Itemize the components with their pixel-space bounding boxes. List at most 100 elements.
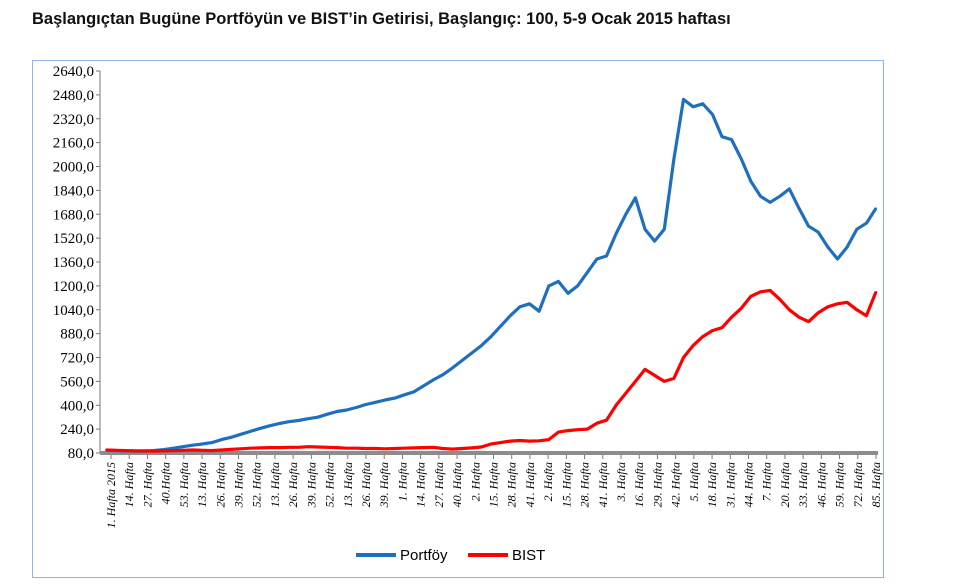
data-point <box>316 446 319 448</box>
x-tick-label: 33. Hafta <box>796 462 810 508</box>
data-point <box>836 302 839 305</box>
data-point <box>191 449 194 451</box>
data-point <box>124 449 127 452</box>
data-point <box>230 448 233 451</box>
data-point <box>875 290 877 293</box>
data-point <box>182 445 184 448</box>
data-point <box>557 431 560 433</box>
data-point <box>711 113 714 116</box>
data-point <box>432 379 435 381</box>
x-tick-label: 2. Hafta <box>468 462 482 501</box>
data-point <box>191 444 194 447</box>
data-point <box>596 422 598 425</box>
data-point <box>663 380 666 383</box>
data-point <box>249 447 252 450</box>
data-point <box>567 429 569 432</box>
data-point <box>422 446 425 449</box>
x-tick-label: 29. Hafta <box>650 462 664 507</box>
x-tick-label: 52. Hafta <box>323 462 337 507</box>
data-point <box>211 449 213 452</box>
data-point <box>403 447 406 450</box>
data-point <box>239 433 242 436</box>
data-point <box>817 231 820 234</box>
data-point <box>365 447 367 450</box>
data-point <box>547 285 550 287</box>
data-point <box>798 316 800 319</box>
y-tick-label: 560,0 <box>60 374 94 390</box>
data-point <box>230 436 233 439</box>
data-point <box>355 447 358 450</box>
data-point <box>750 295 752 298</box>
data-point <box>807 225 810 228</box>
data-point <box>470 352 473 354</box>
data-point <box>499 325 502 328</box>
data-point <box>759 290 762 293</box>
data-point <box>557 280 560 283</box>
x-tick-label: 39. Hafta <box>377 462 391 508</box>
chart-legend: Portföy BIST <box>356 547 545 564</box>
x-tick-label: 14. Hafta <box>414 462 428 507</box>
y-tick-label: 880,0 <box>60 327 94 343</box>
x-tick-label: 46. Hafta <box>814 462 828 507</box>
x-tick-label: 72. Hafta <box>851 462 865 507</box>
x-tick-label: 41. Hafta <box>596 462 610 507</box>
data-point <box>268 446 271 449</box>
x-axis: 1. Hafta 2015 14. Hafta 27. Hafta 40.Hafta 5… <box>100 451 883 528</box>
data-point <box>201 443 204 445</box>
data-point <box>172 449 175 452</box>
x-tick-label: 15. Hafta <box>559 462 573 507</box>
x-tick-label: 26. Hafta <box>286 462 300 507</box>
data-point <box>259 447 261 449</box>
data-point <box>413 447 415 449</box>
data-point <box>499 441 502 444</box>
data-point <box>182 449 184 452</box>
data-point <box>307 417 309 420</box>
data-point <box>827 246 829 249</box>
data-point <box>798 207 800 210</box>
data-point <box>278 446 281 449</box>
data-point <box>673 377 675 380</box>
data-point <box>384 447 386 450</box>
data-point <box>682 98 685 101</box>
data-point <box>143 450 146 452</box>
data-point <box>624 213 627 216</box>
x-tick-label: 44. Hafta <box>742 462 756 507</box>
y-tick-label: 720,0 <box>60 351 94 367</box>
x-tick-label: 14. Hafta <box>122 462 136 507</box>
data-point <box>855 228 858 231</box>
data-point <box>692 344 694 347</box>
data-point <box>586 428 589 430</box>
data-point <box>519 439 521 442</box>
data-point <box>605 419 608 422</box>
y-tick-label: 2640,0 <box>53 64 94 80</box>
data-point <box>220 449 223 451</box>
data-point <box>278 422 281 425</box>
x-tick-label: 20. Hafta <box>778 462 792 507</box>
data-point <box>711 329 714 332</box>
data-point <box>509 440 512 442</box>
data-point <box>268 424 271 427</box>
data-point <box>461 447 463 450</box>
data-point <box>355 406 358 409</box>
data-point <box>596 258 598 260</box>
data-point <box>586 271 589 274</box>
data-point <box>634 196 637 199</box>
chart-frame <box>32 60 884 578</box>
data-point <box>547 438 550 441</box>
x-tick-label: 42. Hafta <box>669 462 683 507</box>
data-point <box>576 428 579 431</box>
data-point <box>721 135 723 138</box>
x-tick-label: 40. Hafta <box>450 462 464 507</box>
data-point <box>528 440 531 442</box>
data-point <box>538 310 540 313</box>
data-point <box>432 446 435 449</box>
data-point <box>855 308 858 311</box>
y-tick-label: 400,0 <box>60 398 94 414</box>
data-point <box>740 158 743 160</box>
data-point <box>673 158 675 160</box>
data-point <box>788 188 791 190</box>
data-point <box>701 102 704 105</box>
data-point <box>663 228 666 231</box>
data-point <box>480 446 483 448</box>
data-point <box>701 335 704 338</box>
